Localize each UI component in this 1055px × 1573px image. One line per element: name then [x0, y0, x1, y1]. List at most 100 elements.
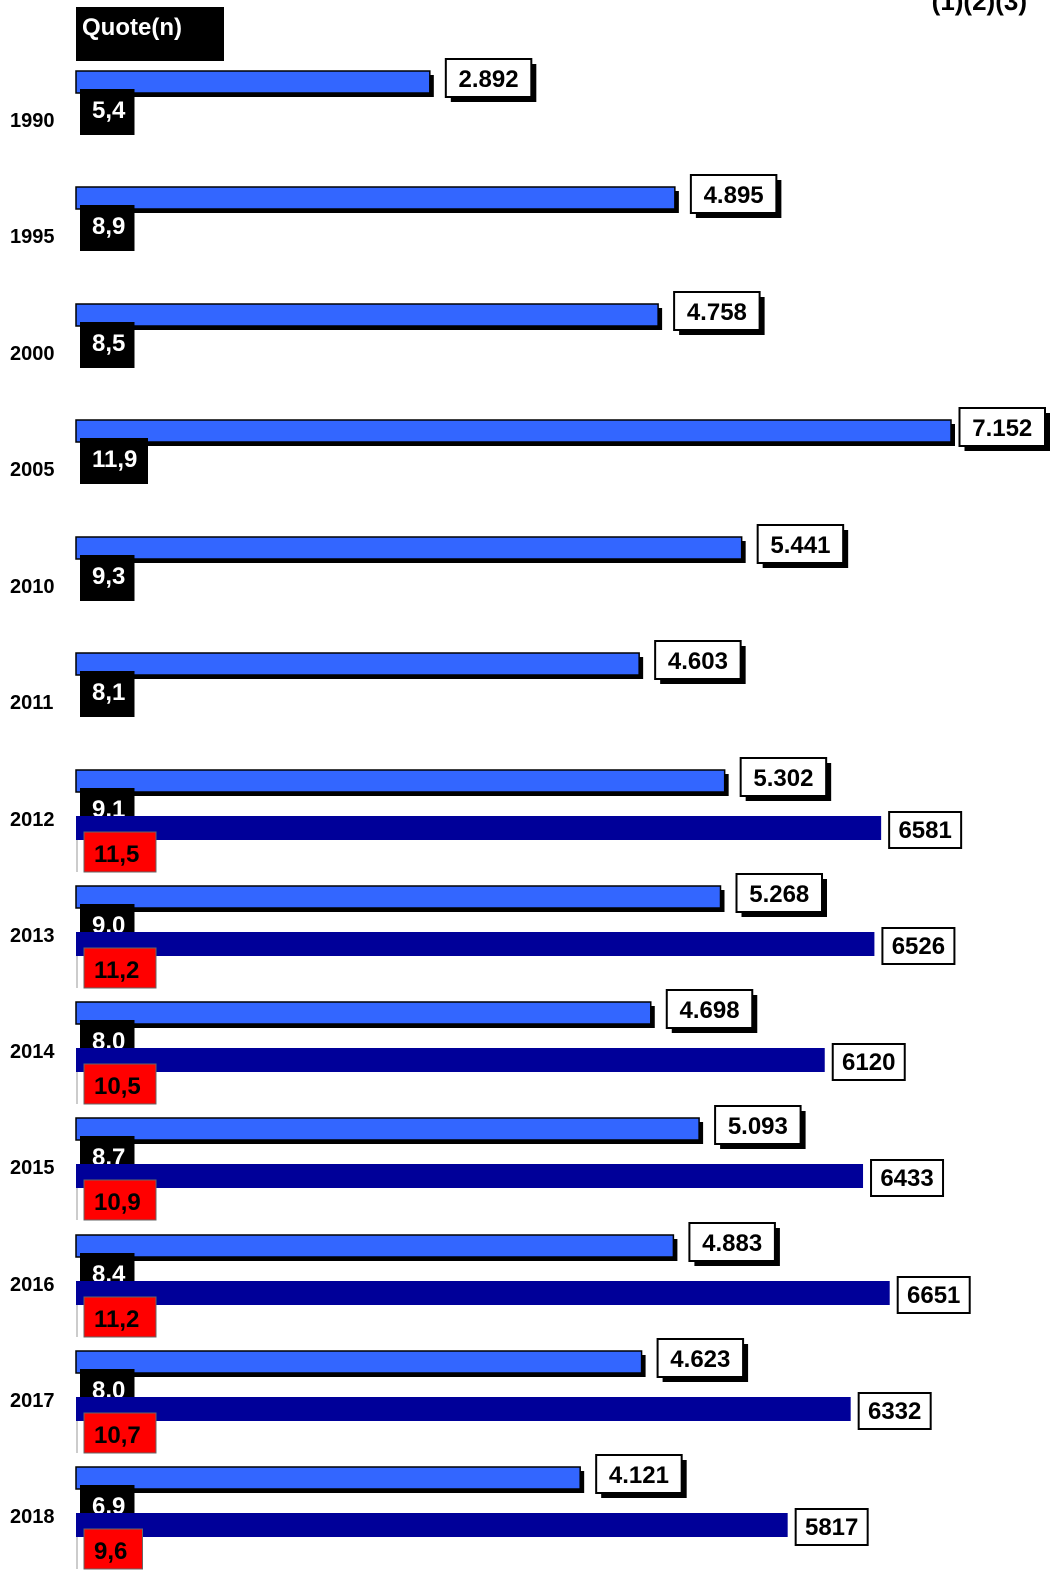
value-label: 4.883: [702, 1230, 762, 1257]
bar-light: [75, 1234, 675, 1258]
value-label: 2.892: [459, 66, 519, 93]
rate-label-red: 11,2: [94, 957, 139, 984]
rate-box: [80, 555, 135, 601]
year-label: 2013: [10, 925, 55, 947]
year-label: 2005: [10, 459, 55, 481]
year-group: 2000 4.758 8,5: [10, 291, 765, 368]
year-group: 1995 4.895 8,9: [10, 174, 782, 251]
value-box: [756, 524, 845, 564]
rate-box: [80, 322, 135, 368]
bar-light: [75, 186, 676, 210]
year-label: 2018: [10, 1506, 55, 1528]
year-label: 1990: [10, 110, 55, 132]
rate-label-red: 9,6: [94, 1538, 127, 1565]
year-label: 2000: [10, 343, 55, 365]
year-group: 2011 4.603 8,1: [10, 640, 746, 717]
rate-label: 9,3: [92, 563, 125, 590]
rate-box: [80, 205, 135, 251]
rate-box-red: [83, 1179, 157, 1221]
value-box: [857, 1392, 932, 1430]
value-label: 5.268: [749, 881, 809, 908]
value-label: 5.302: [753, 765, 813, 792]
year-label: 2015: [10, 1157, 55, 1179]
bar-light: [75, 536, 743, 560]
value-box: [714, 1105, 802, 1145]
value-box: [896, 1276, 971, 1314]
value-box: [794, 1508, 869, 1546]
value-label: 5.441: [770, 532, 830, 559]
value-label: 6651: [907, 1282, 960, 1309]
year-group: 2010 5.441 9,3: [10, 524, 849, 601]
value-box: [665, 989, 754, 1029]
value-box: [444, 58, 533, 98]
bar-light: [75, 652, 640, 676]
value-box: [656, 1338, 745, 1378]
rate-label: 11,9: [92, 446, 137, 473]
year-group: 1990 2.892 5,4: [10, 58, 537, 135]
bar-light: [75, 1001, 652, 1025]
bar-light: [75, 1350, 643, 1374]
value-box: [888, 811, 963, 849]
value-box: [673, 291, 761, 331]
rate-box-red: [83, 831, 157, 873]
rate-box: [80, 671, 135, 717]
year-label: 2012: [10, 809, 55, 831]
rate-box: [80, 438, 148, 484]
year-label: 1995: [10, 226, 55, 248]
year-label: 2017: [10, 1390, 55, 1412]
value-label: 4.121: [609, 1462, 669, 1489]
value-box: [870, 1159, 945, 1197]
value-label: 4.698: [679, 997, 739, 1024]
rate-label-red: 10,9: [94, 1189, 141, 1216]
year-label: 2010: [10, 576, 55, 598]
bar-light: [75, 1117, 700, 1141]
value-label: 5.093: [728, 1113, 788, 1140]
bar-light: [75, 303, 659, 327]
quote-header: Quote(n): [76, 7, 224, 61]
value-box: [739, 757, 828, 797]
value-label: 4.895: [704, 182, 764, 209]
value-label: 5817: [805, 1514, 858, 1541]
value-label: 4.758: [687, 299, 747, 326]
value-label: 6433: [880, 1165, 933, 1192]
rate-label: 8,9: [92, 213, 125, 240]
rate-label-red: 10,5: [94, 1073, 141, 1100]
value-label: 6120: [842, 1049, 895, 1076]
bar-light: [75, 419, 952, 443]
year-label: 2014: [10, 1041, 55, 1063]
bar-dark: [76, 1048, 825, 1072]
value-box: [831, 1043, 906, 1081]
rate-box-red: [83, 1063, 157, 1105]
value-box: [881, 927, 956, 965]
rate-label-red: 10,7: [94, 1422, 141, 1449]
bar-dark: [76, 1513, 788, 1537]
corner-mark: (1)(2)(3): [931, 0, 1027, 16]
value-box: [689, 174, 778, 214]
value-box: [735, 873, 824, 913]
rate-box-red: [83, 947, 157, 989]
value-label: 6581: [898, 817, 951, 844]
value-label: 4.603: [668, 648, 728, 675]
rate-label-red: 11,2: [94, 1306, 139, 1333]
bar-dark: [76, 1281, 890, 1305]
bar-light: [75, 1466, 581, 1490]
value-label: 6332: [868, 1398, 921, 1425]
bar-dark: [76, 932, 875, 956]
year-label: 2011: [10, 692, 53, 714]
bar-dark: [76, 816, 882, 840]
value-box: [688, 1222, 776, 1262]
value-box: [958, 407, 1046, 447]
rate-box-red: [83, 1296, 157, 1338]
value-box: [654, 640, 742, 680]
rate-box-red: [83, 1528, 143, 1570]
year-label: 2016: [10, 1274, 55, 1296]
rate-box: [80, 89, 135, 135]
value-box: [595, 1454, 683, 1494]
rate-label: 5,4: [92, 97, 126, 124]
bar-dark: [76, 1164, 864, 1188]
